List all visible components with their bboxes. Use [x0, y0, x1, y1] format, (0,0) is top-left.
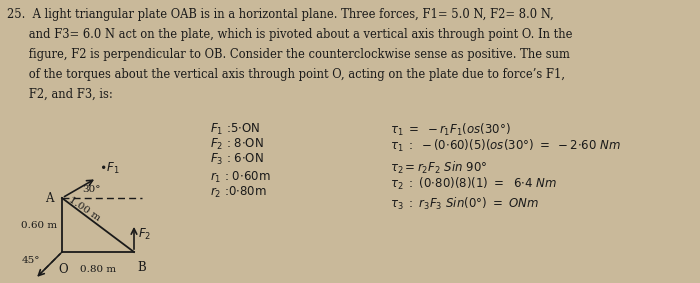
- Text: 0.60 m: 0.60 m: [21, 220, 57, 230]
- Text: B: B: [137, 261, 146, 274]
- Text: A: A: [46, 192, 54, 205]
- Text: $F_3$ : 6$\cdot$ON: $F_3$ : 6$\cdot$ON: [210, 152, 264, 167]
- Text: $\tau_2\ :\ (0{\cdot}80)(8)(1)\ =\ \ 6{\cdot}4\ Nm$: $\tau_2\ :\ (0{\cdot}80)(8)(1)\ =\ \ 6{\…: [390, 176, 557, 192]
- Text: 0.80 m: 0.80 m: [80, 265, 116, 274]
- Text: 45°: 45°: [22, 256, 40, 265]
- Text: 25.  A light triangular plate OAB is in a horizontal plane. Three forces, F1= 5.: 25. A light triangular plate OAB is in a…: [7, 8, 554, 21]
- Text: $F_3$: $F_3$: [20, 282, 33, 283]
- Text: $r_1$ : 0$\cdot$60m: $r_1$ : 0$\cdot$60m: [210, 170, 270, 185]
- Text: O: O: [58, 263, 68, 276]
- Text: of the torques about the vertical axis through point O, acting on the plate due : of the torques about the vertical axis t…: [7, 68, 565, 81]
- Text: $\tau_3\ :\ r_3F_3\ Sin(0°)\ =\ ONm$: $\tau_3\ :\ r_3F_3\ Sin(0°)\ =\ ONm$: [390, 196, 539, 212]
- Text: and F3= 6.0 N act on the plate, which is pivoted about a vertical axis through p: and F3= 6.0 N act on the plate, which is…: [7, 28, 573, 41]
- Text: $\tau_1\ :\ -(0{\cdot}60)(5)(os(30°)\ =\ -2{\cdot}60\ Nm$: $\tau_1\ :\ -(0{\cdot}60)(5)(os(30°)\ =\…: [390, 138, 621, 154]
- Text: $F_2$ : 8$\cdot$ON: $F_2$ : 8$\cdot$ON: [210, 137, 264, 152]
- Text: $\tau_2 = r_2F_2\ Sin\ 90°$: $\tau_2 = r_2F_2\ Sin\ 90°$: [390, 160, 487, 176]
- Text: F2, and F3, is:: F2, and F3, is:: [7, 88, 113, 101]
- Text: $F_1$ :5$\cdot$ON: $F_1$ :5$\cdot$ON: [210, 122, 260, 137]
- Text: $r_2$ :0$\cdot$80m: $r_2$ :0$\cdot$80m: [210, 185, 267, 200]
- Text: figure, F2 is perpendicular to OB. Consider the counterclockwise sense as positi: figure, F2 is perpendicular to OB. Consi…: [7, 48, 570, 61]
- Text: $\tau_1\ =\ -r_1F_1(os(30°)$: $\tau_1\ =\ -r_1F_1(os(30°)$: [390, 122, 511, 138]
- Text: $F_2$: $F_2$: [138, 226, 151, 242]
- Text: 1.00 m: 1.00 m: [66, 195, 102, 223]
- Text: 30°: 30°: [82, 185, 101, 194]
- Text: $\bullet F_1$: $\bullet F_1$: [99, 161, 119, 176]
